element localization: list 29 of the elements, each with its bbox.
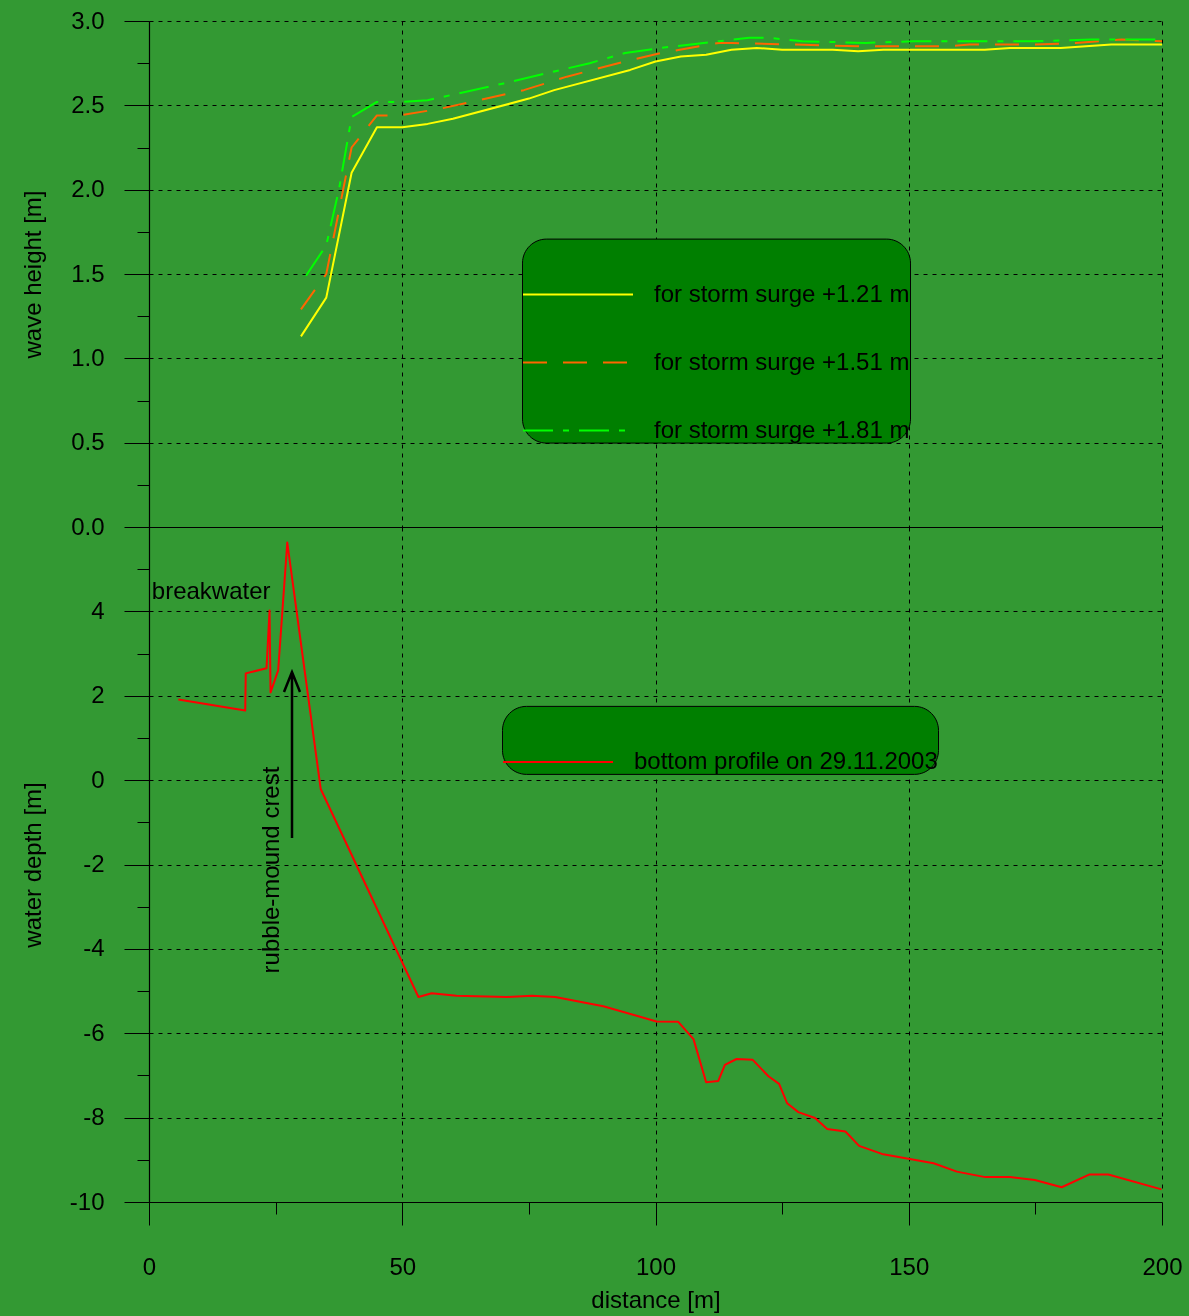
x-tick-label: 0 (142, 1252, 157, 1280)
y-axis-title: water depth [m] (18, 782, 46, 949)
legend-label: for storm surge +1.21 m (654, 279, 910, 307)
y-tick-label: 1.0 (71, 343, 105, 371)
x-tick-label: 200 (1142, 1252, 1183, 1280)
y-tick-label: 2 (91, 681, 105, 709)
y-tick-label: 2.0 (71, 175, 105, 203)
x-tick-label: 100 (635, 1252, 677, 1280)
annotation: breakwater (151, 577, 271, 605)
legend-label: for storm surge +1.51 m (654, 347, 910, 375)
y-tick-label: -8 (83, 1103, 105, 1131)
y-tick-label: 0 (91, 765, 105, 793)
legend-label: bottom profile on 29.11.2003 (634, 746, 938, 774)
y-tick-label: 3.0 (71, 6, 105, 34)
y-tick-label: 2.5 (71, 90, 105, 118)
y-tick-label: 0.5 (71, 428, 105, 456)
y-tick-label: 1.5 (71, 259, 105, 287)
y-axis-title: wave height [m] (18, 190, 46, 360)
annotation: rubble-mound crest (257, 766, 284, 974)
y-tick-label: -6 (83, 1018, 105, 1046)
y-tick-label: 0.0 (71, 512, 105, 540)
y-tick-label: 4 (91, 596, 105, 624)
y-tick-label: -4 (83, 934, 105, 962)
x-axis-title: distance [m] (591, 1285, 721, 1313)
legend-label: for storm surge +1.81 m (654, 415, 910, 443)
y-tick-label: -2 (83, 850, 105, 877)
x-tick-label: 150 (889, 1252, 930, 1280)
y-tick-label: -10 (69, 1187, 105, 1215)
x-tick-label: 50 (389, 1252, 417, 1280)
